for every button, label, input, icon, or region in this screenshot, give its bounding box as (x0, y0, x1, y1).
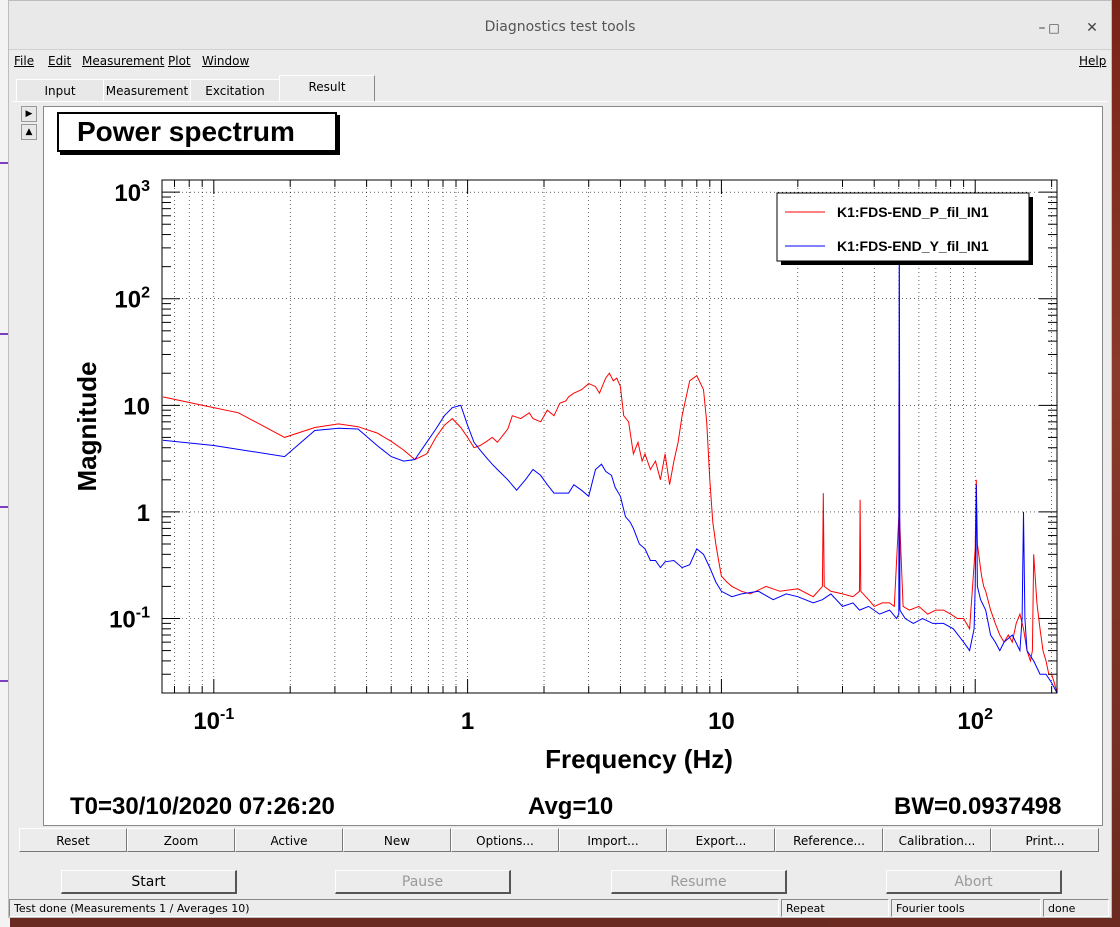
tab-result[interactable]: Result (279, 75, 375, 102)
x-axis-title: Frequency (Hz) (545, 744, 733, 774)
options-button[interactable]: Options... (451, 828, 559, 852)
print-button[interactable]: Print... (991, 828, 1099, 852)
plot-frame (161, 179, 1058, 694)
status-message: Test done (Measurements 1 / Averages 10) (9, 899, 779, 917)
title-bar[interactable]: Diagnostics test tools – □ ✕ (9, 1, 1111, 50)
close-icon[interactable]: ✕ (1086, 20, 1098, 36)
x-tick-label: 1 (461, 708, 474, 735)
start-button[interactable]: Start (61, 870, 237, 894)
legend-label-2: K1:FDS-END_Y_fil_IN1 (837, 238, 989, 254)
calibration-button[interactable]: Calibration... (883, 828, 991, 852)
result-panel: ▶ ▲ Power spectrum 10-1 1 10 102 10-1 1 10 102 1… (13, 101, 1107, 828)
menu-plot[interactable]: Plot (168, 54, 191, 68)
left-edge-mark (0, 333, 8, 335)
left-edge-mark (0, 162, 8, 164)
import-button[interactable]: Import... (559, 828, 667, 852)
y-tick-label: 10 (123, 393, 150, 420)
tab-input[interactable]: Input (16, 79, 104, 102)
bw-label: BW=0.0937498 (894, 793, 1062, 820)
tab-excitation[interactable]: Excitation (190, 79, 280, 102)
legend-label-1: K1:FDS-END_P_fil_IN1 (837, 204, 989, 220)
plot-canvas[interactable]: Power spectrum 10-1 1 10 102 10-1 1 10 102 103 Fr… (43, 106, 1103, 826)
app-window: Diagnostics test tools – □ ✕ File Edit M… (8, 0, 1112, 918)
x-tick-label: 102 (957, 706, 993, 735)
reference-button[interactable]: Reference... (775, 828, 883, 852)
power-spectrum-chart[interactable]: 10-1 1 10 102 10-1 1 10 102 103 Frequency (Hz) Mag… (44, 107, 1102, 787)
panel-up-arrow-icon[interactable]: ▲ (21, 124, 37, 140)
menu-measurement[interactable]: Measurement (82, 54, 165, 68)
maximize-icon[interactable]: □ (1048, 21, 1060, 35)
reset-button[interactable]: Reset (19, 828, 127, 852)
menu-bar: File Edit Measurement Plot Window Help (9, 51, 1111, 73)
minimize-icon[interactable]: – (1038, 20, 1046, 36)
status-state: done (1043, 899, 1109, 917)
left-edge-mark (0, 506, 8, 508)
x-tick-label: 10-1 (193, 706, 234, 735)
status-tools: Fourier tools (891, 899, 1041, 917)
t0-label: T0=30/10/2020 07:26:20 (70, 793, 335, 820)
menu-file[interactable]: File (14, 54, 35, 68)
zoom-button[interactable]: Zoom (127, 828, 235, 852)
x-tick-label: 10 (708, 708, 735, 735)
series-line-2 (162, 192, 1057, 693)
status-bar: Test done (Measurements 1 / Averages 10)… (9, 899, 1111, 917)
menu-help[interactable]: Help (1079, 54, 1107, 68)
plot-title: Power spectrum (57, 112, 337, 152)
menu-edit[interactable]: Edit (48, 54, 72, 68)
tab-bar: Input Measurement Excitation Result (9, 75, 1111, 102)
y-tick-label: 102 (114, 285, 150, 314)
window-title: Diagnostics test tools (484, 19, 636, 35)
plot-toolbar: Reset Zoom Active New Options... Import.… (19, 828, 1107, 854)
y-tick-label: 103 (114, 178, 150, 207)
left-edge-mark (0, 680, 8, 682)
y-axis-title: Magnitude (72, 362, 102, 492)
status-mode: Repeat (781, 899, 889, 917)
y-tick-label: 10-1 (109, 604, 150, 633)
avg-label: Avg=10 (528, 793, 614, 820)
menu-window[interactable]: Window (202, 54, 250, 68)
panel-next-arrow-icon[interactable]: ▶ (21, 106, 37, 122)
resume-button[interactable]: Resume (611, 870, 787, 894)
export-button[interactable]: Export... (667, 828, 775, 852)
active-button[interactable]: Active (235, 828, 343, 852)
tab-measurement[interactable]: Measurement (103, 79, 191, 102)
legend-box (776, 192, 1030, 262)
series-line-1 (162, 372, 1057, 693)
y-tick-label: 1 (137, 500, 150, 527)
abort-button[interactable]: Abort (886, 870, 1062, 894)
new-button[interactable]: New (343, 828, 451, 852)
desktop-left-window-edge (0, 0, 10, 927)
pause-button[interactable]: Pause (335, 870, 511, 894)
